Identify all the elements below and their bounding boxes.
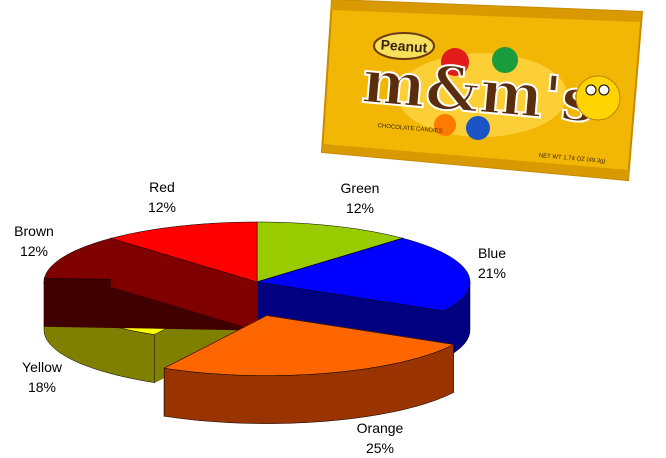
- value-label: 21%: [478, 265, 506, 281]
- variety-badge: [373, 32, 435, 60]
- value-label: 12%: [20, 243, 48, 259]
- category-label: Blue: [478, 245, 506, 261]
- candy-icon: [492, 47, 518, 73]
- package-caption: CHOCOLATE CANDIES: [377, 123, 443, 135]
- category-label: Green: [341, 180, 380, 196]
- value-label: 12%: [346, 200, 374, 216]
- candy-icon: [434, 114, 456, 136]
- candy-icon: [466, 116, 490, 140]
- category-label: Red: [149, 179, 175, 195]
- pie: Green 12% Blue 21% Orange 25% Yellow 18% Brown 12…: [14, 179, 506, 456]
- package-weight: NET WT 1.74 OZ (49.3g): [539, 153, 606, 165]
- package-crimp: [322, 144, 629, 180]
- slice: [110, 221, 258, 283]
- slice: [256, 221, 404, 283]
- variety-text: Peanut: [380, 36, 428, 55]
- mascot-eye: [585, 84, 597, 96]
- slice: [256, 238, 471, 312]
- category-label: Yellow: [22, 359, 63, 375]
- candy-package: Peanut m&m's CHOCOLATE CANDIES NET WT 1.…: [320, 0, 644, 182]
- category-label: Orange: [357, 420, 404, 436]
- value-label: 25%: [366, 440, 394, 456]
- category-label: Brown: [14, 223, 54, 239]
- mascot-eye: [598, 84, 610, 96]
- slice: [163, 315, 455, 376]
- value-label: 18%: [28, 379, 56, 395]
- value-label: 12%: [148, 199, 176, 215]
- package-crimp: [331, 0, 642, 22]
- candy-icon: [441, 48, 469, 76]
- mascot: [575, 75, 621, 121]
